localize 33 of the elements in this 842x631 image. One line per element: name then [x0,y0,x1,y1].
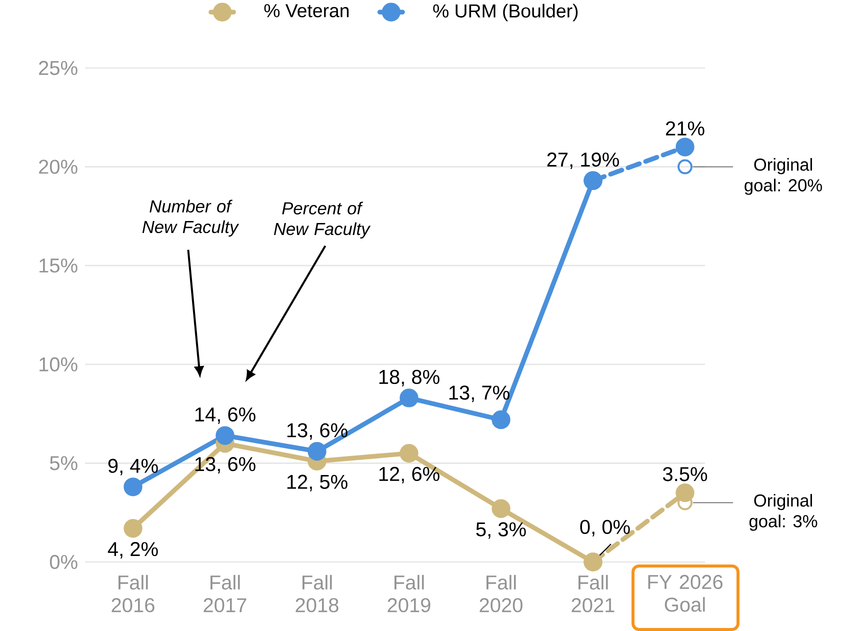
y-tick-label: 5% [50,456,78,470]
x-tick-label: Fall 2017 [204,574,246,612]
data-label: 12, 6% [379,466,440,484]
data-label: 13, 7% [449,386,510,402]
annotation: Percent of New Faculty [274,202,371,239]
annotation: Number of New Faculty [142,200,240,237]
data-label: 5, 3% [476,522,526,539]
x-tick-label: Fall 2016 [112,574,154,612]
y-tick-label: 20% [39,160,78,174]
annotation: Original goal: 3% [749,494,818,531]
annotation: Original goal: 20% [744,158,822,195]
data-label: 13, 6% [287,423,348,440]
data-label: 21% [666,121,704,136]
x-tick-label: Fall 2021 [572,574,614,612]
y-tick-label: 10% [40,357,78,372]
data-label: 0, 0% [580,520,630,536]
data-label: 27, 19% [547,152,619,170]
data-label: 12, 5% [287,474,348,492]
data-label: 14, 6% [195,407,256,424]
legend-label: % URM (Boulder) [433,4,578,22]
x-tick-label: Fall 2020 [480,574,522,612]
legend-label: % Veteran [264,4,349,18]
x-tick-label: Fall 2018 [296,574,338,612]
y-tick-label: 15% [40,258,78,273]
data-label: 9, 4% [108,458,158,476]
data-label: 4, 2% [108,542,158,559]
y-tick-label: 0% [50,554,78,570]
data-label: 18, 8% [379,370,440,386]
data-label: 13, 6% [195,457,256,474]
y-tick-label: 25% [39,60,78,76]
x-tick-label: Fall 2019 [388,574,430,612]
data-label: 3.5% [662,467,708,482]
x-tick-label: FY 2026 Goal [648,574,722,612]
